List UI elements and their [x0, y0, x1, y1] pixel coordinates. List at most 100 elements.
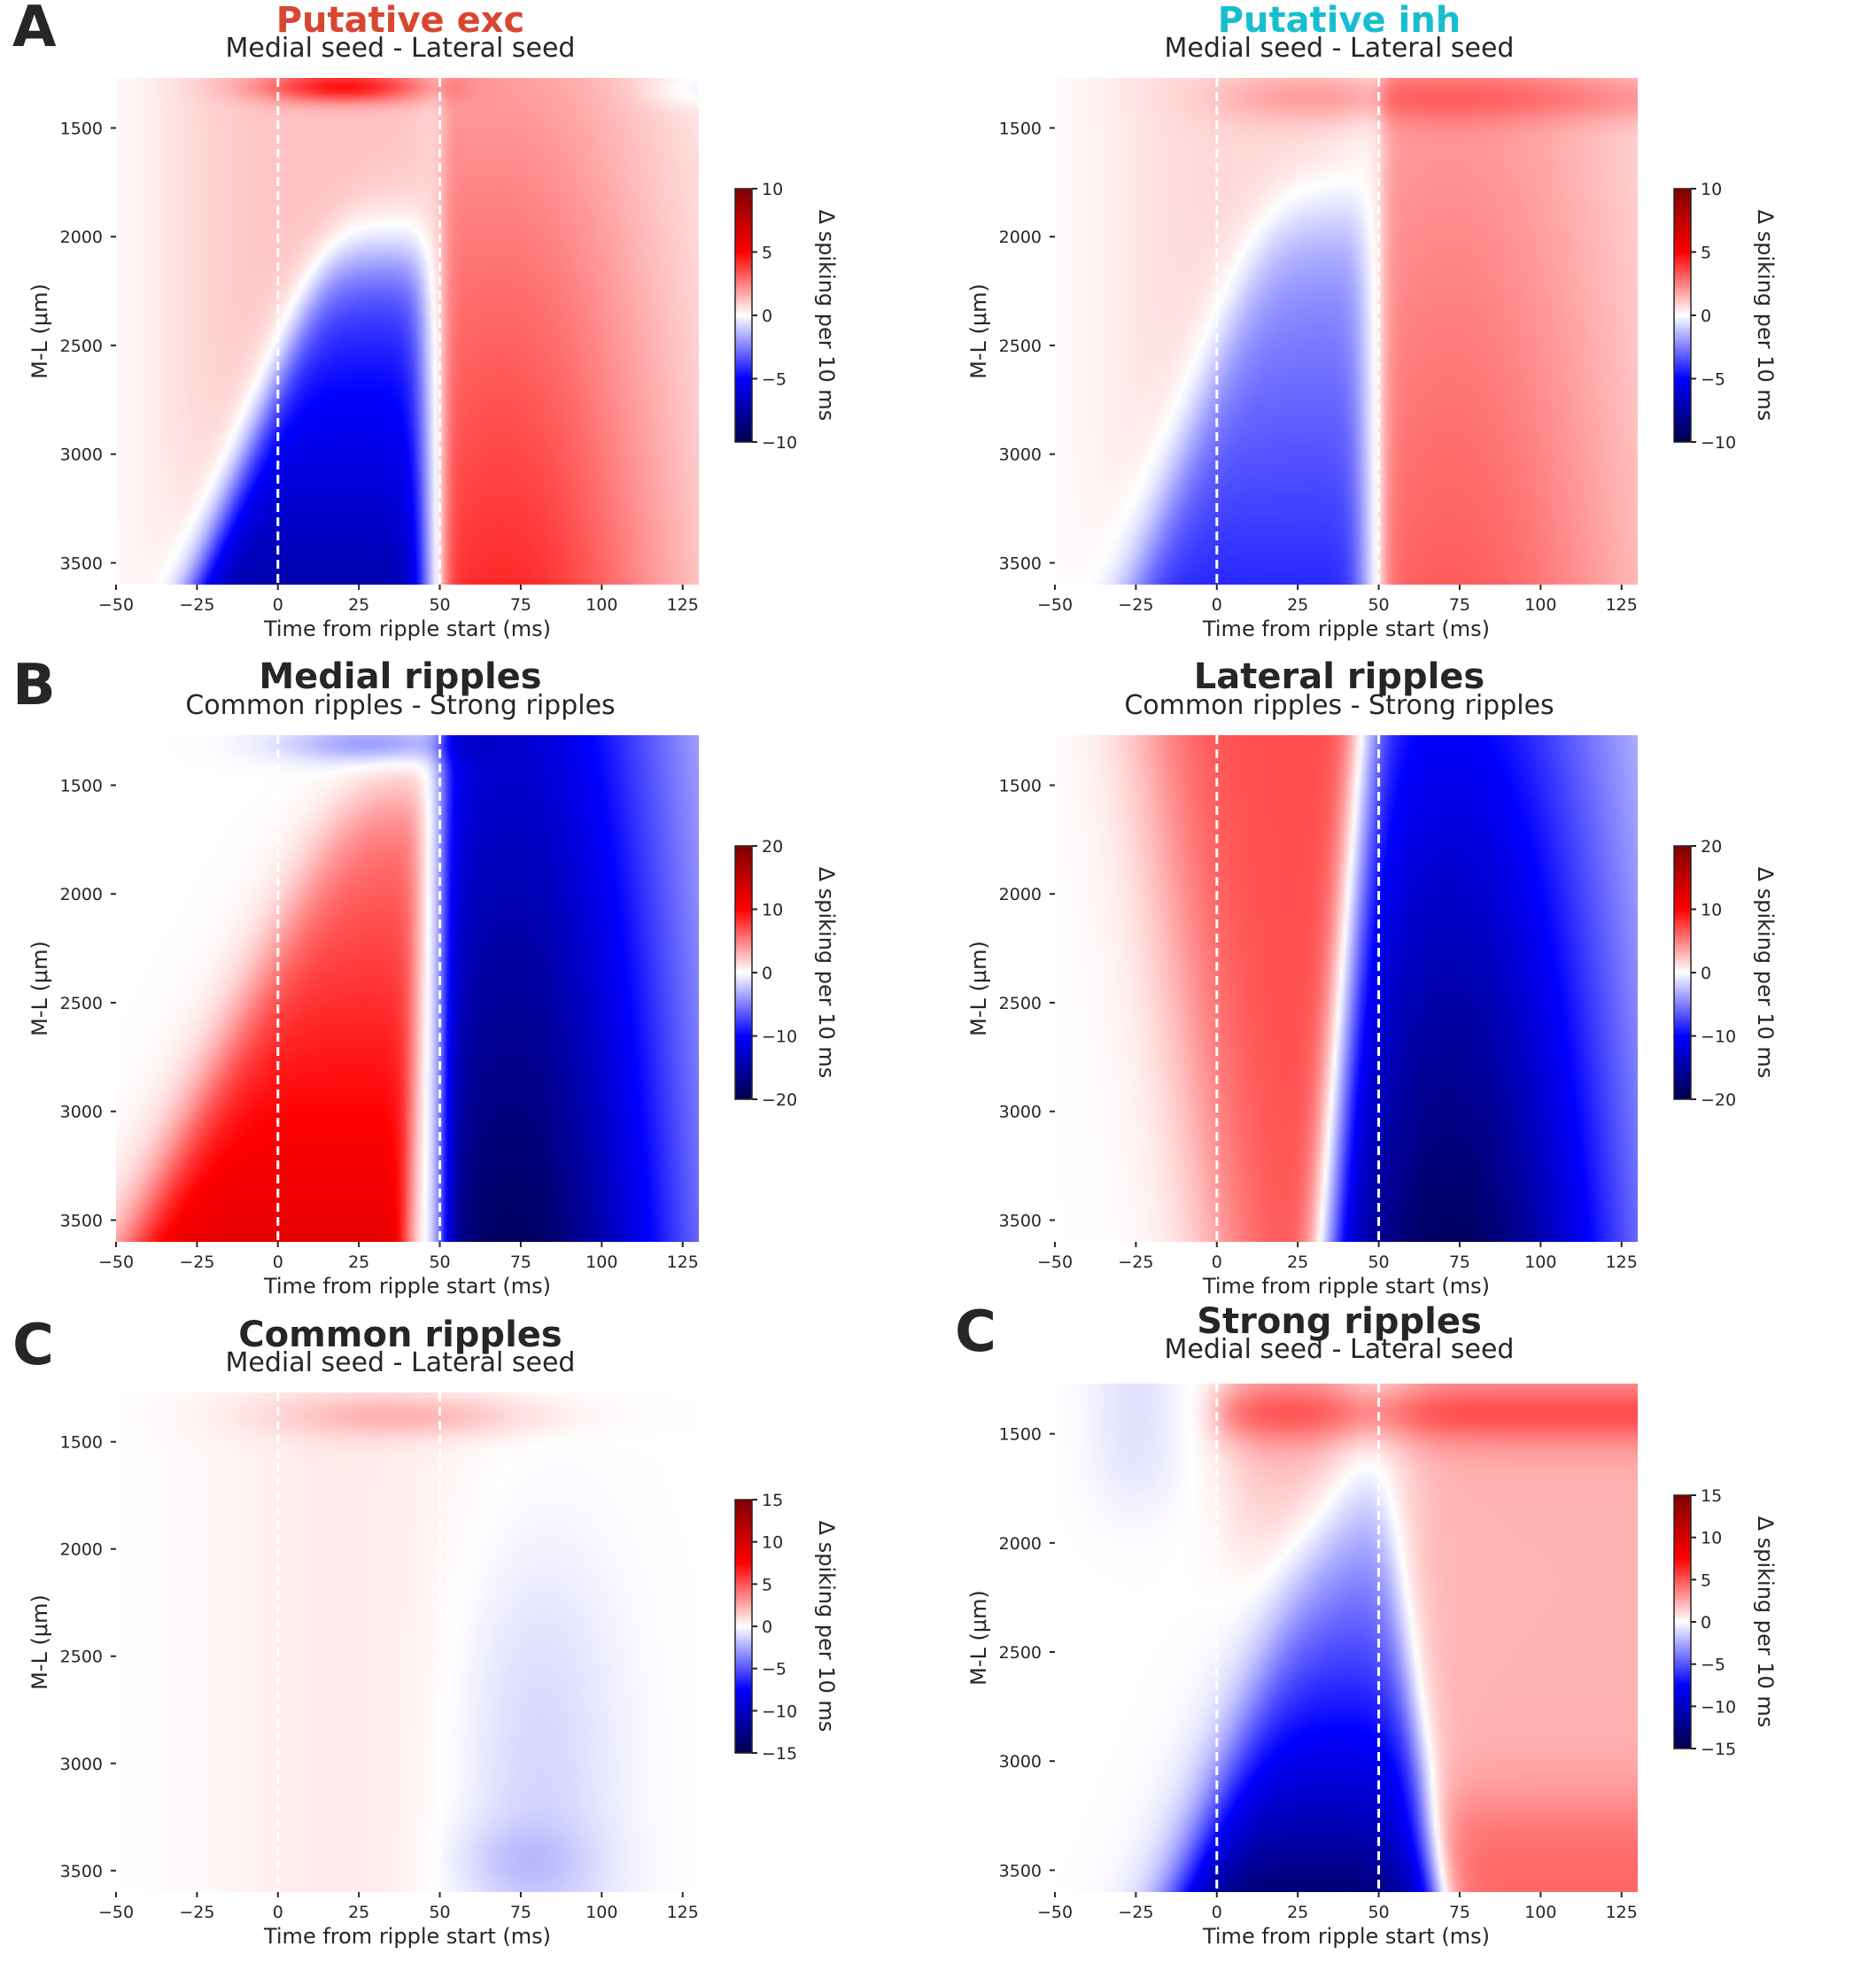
panel-subtitle: Medial seed - Lateral seed: [1165, 1334, 1515, 1365]
x-tick-label: 50: [1368, 595, 1389, 615]
colorbar-tick-label: −10: [762, 1702, 797, 1721]
y-tick-label: 3000: [60, 1755, 103, 1774]
y-tick-label: 2500: [999, 994, 1042, 1013]
x-tick-label: 125: [1606, 1253, 1638, 1272]
x-tick-label: 25: [1287, 1903, 1308, 1922]
x-tick-label: 50: [429, 1903, 450, 1922]
x-tick-label: 75: [1449, 1253, 1470, 1272]
colorbar: [734, 188, 753, 443]
y-tick-label: 1500: [999, 1425, 1042, 1445]
colorbar-tick-label: −5: [762, 370, 787, 390]
y-tick-label: 2500: [999, 337, 1042, 356]
panel-subtitle: Common ripples - Strong ripples: [1124, 690, 1554, 721]
x-tick-label: 100: [1524, 595, 1556, 615]
y-tick-label: 3500: [999, 554, 1042, 573]
colorbar-tick-label: −10: [1701, 1697, 1736, 1717]
y-tick-label: 2000: [999, 885, 1042, 904]
colorbar-tick-label: −15: [1701, 1740, 1736, 1759]
y-axis-label: M-L (μm): [27, 941, 52, 1036]
x-tick-label: 25: [1287, 1253, 1308, 1272]
panel-letter: A: [12, 0, 57, 60]
y-tick-label: 3000: [60, 1103, 103, 1122]
panel-4: −50 −25 0 25 50 75 100 12515002000250030003500T…: [12, 1313, 839, 1949]
heatmap-image: [116, 735, 699, 1242]
panel-subtitle: Medial seed - Lateral seed: [226, 1347, 576, 1378]
panel-2: −50 −25 0 25 50 75 100 12515002000250030003500T…: [12, 653, 839, 1299]
panel-letter: C: [12, 1313, 54, 1378]
colorbar-tick-label: −10: [1701, 433, 1736, 453]
colorbar-tick-label: 0: [762, 964, 772, 983]
heatmap-image: [1055, 78, 1638, 585]
x-tick-label: 100: [585, 595, 617, 615]
y-tick-label: 2500: [60, 994, 103, 1013]
colorbar-tick-label: 15: [762, 1491, 783, 1510]
x-tick-label: 25: [348, 595, 369, 615]
colorbar-label: Δ spiking per 10 ms: [814, 1521, 839, 1733]
panel-letter: C: [955, 1299, 996, 1365]
x-tick-label: 125: [1606, 595, 1638, 615]
panel-3: −50 −25 0 25 50 75 100 12515002000250030003500T…: [966, 656, 1778, 1299]
x-tick-label: 0: [1212, 1903, 1222, 1922]
y-tick-label: 2000: [999, 228, 1042, 247]
colorbar-tick-label: 20: [1701, 837, 1722, 857]
colorbar-tick-label: −10: [1701, 1028, 1736, 1047]
x-tick-label: 0: [1212, 595, 1222, 615]
x-axis-label: Time from ripple start (ms): [1202, 1274, 1490, 1299]
y-axis-label: M-L (μm): [966, 1590, 991, 1686]
x-tick-label: 0: [273, 595, 283, 615]
panel-1: −50 −25 0 25 50 75 100 12515002000250030003500T…: [966, 0, 1778, 641]
colorbar-tick-label: −20: [762, 1090, 797, 1110]
y-tick-label: 2500: [999, 1643, 1042, 1663]
colorbar-tick-label: 0: [1701, 964, 1711, 983]
x-tick-label: −50: [1037, 1253, 1073, 1272]
x-tick-label: −50: [98, 595, 134, 615]
x-tick-label: −25: [179, 1903, 214, 1922]
colorbar-label: Δ spiking per 10 ms: [1753, 867, 1778, 1079]
heatmap-image: [1055, 1384, 1638, 1892]
y-tick-label: 1500: [60, 1433, 103, 1453]
colorbar-tick-label: −5: [1701, 370, 1725, 390]
panel-title: Putative exc: [276, 0, 525, 41]
panel-subtitle: Medial seed - Lateral seed: [226, 33, 576, 64]
colorbar-tick-label: −5: [762, 1660, 787, 1679]
colorbar: [1673, 188, 1692, 443]
y-tick-label: 1500: [60, 119, 103, 138]
colorbar: [734, 1499, 753, 1754]
panel-title: Putative inh: [1218, 0, 1461, 41]
x-tick-label: 75: [1449, 595, 1470, 615]
colorbar-tick-label: 15: [1701, 1486, 1722, 1506]
panel-title: Lateral ripples: [1194, 656, 1485, 697]
x-axis-label: Time from ripple start (ms): [1202, 1924, 1490, 1949]
colorbar-label: Δ spiking per 10 ms: [1753, 1516, 1778, 1728]
x-tick-label: −50: [98, 1253, 134, 1272]
x-tick-label: 100: [1524, 1253, 1556, 1272]
x-axis-label: Time from ripple start (ms): [1202, 617, 1490, 641]
x-axis-label: Time from ripple start (ms): [263, 1274, 551, 1299]
x-tick-label: 125: [667, 1253, 699, 1272]
x-tick-label: 75: [510, 1253, 531, 1272]
colorbar-tick-label: 10: [1701, 1529, 1722, 1548]
colorbar-label: Δ spiking per 10 ms: [1753, 210, 1778, 422]
panel-subtitle: Medial seed - Lateral seed: [1165, 33, 1515, 64]
x-tick-label: 50: [429, 595, 450, 615]
y-axis-label: M-L (μm): [966, 283, 991, 379]
colorbar-tick-label: −15: [762, 1744, 797, 1764]
x-tick-label: 25: [1287, 595, 1308, 615]
y-tick-label: 2500: [60, 337, 103, 356]
colorbar-tick-label: 10: [1701, 901, 1722, 920]
colorbar-tick-label: −10: [762, 433, 797, 453]
y-tick-label: 3500: [60, 554, 103, 573]
x-tick-label: 125: [667, 1903, 699, 1922]
colorbar-tick-label: 20: [762, 837, 783, 857]
colorbar-tick-label: 5: [762, 1575, 772, 1594]
x-tick-label: 100: [585, 1253, 617, 1272]
x-tick-label: 0: [273, 1903, 283, 1922]
colorbar-tick-label: 5: [1701, 1571, 1711, 1590]
y-axis-label: M-L (μm): [966, 941, 991, 1036]
heatmap-image: [116, 78, 699, 585]
x-tick-label: −25: [179, 595, 214, 615]
panel-letter: B: [12, 653, 56, 718]
colorbar-tick-label: 10: [762, 901, 783, 920]
x-tick-label: 75: [510, 1903, 531, 1922]
